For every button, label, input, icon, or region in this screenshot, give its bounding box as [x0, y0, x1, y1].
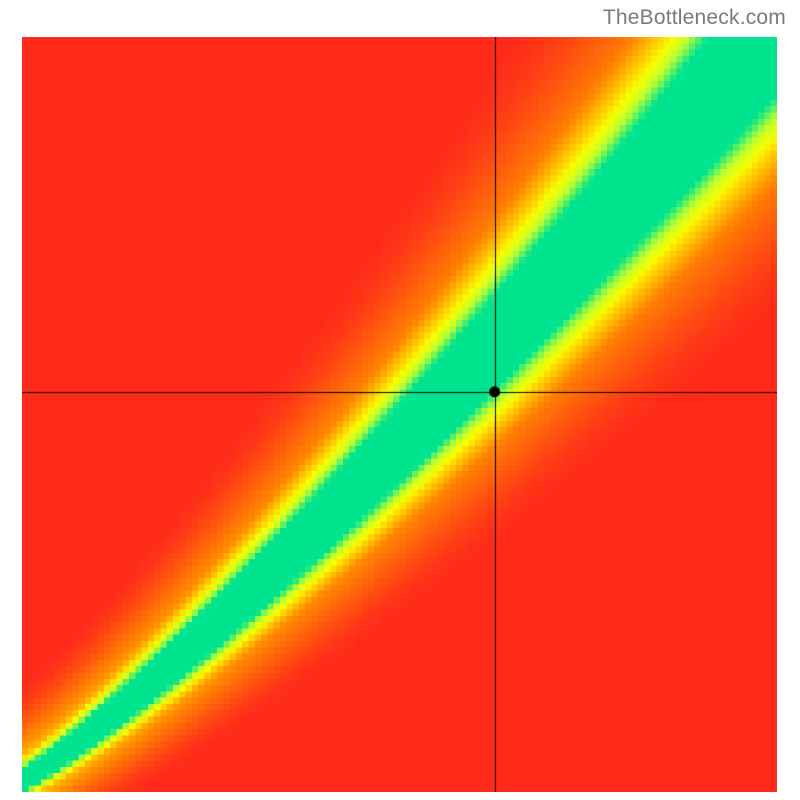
chart-container: TheBottleneck.com — [0, 0, 800, 800]
watermark-text: TheBottleneck.com — [603, 6, 786, 30]
overlay-canvas — [22, 37, 777, 792]
